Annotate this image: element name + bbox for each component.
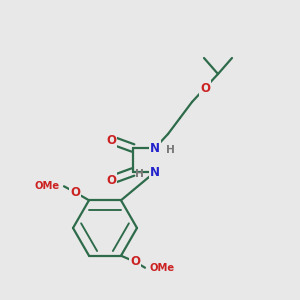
Text: O: O <box>106 134 116 146</box>
Text: OMe: OMe <box>149 263 174 273</box>
Text: O: O <box>130 255 140 268</box>
Text: H: H <box>135 169 144 179</box>
Text: H: H <box>166 145 175 155</box>
Text: N: N <box>150 166 160 178</box>
Text: O: O <box>70 186 80 199</box>
Text: OMe: OMe <box>35 181 60 191</box>
Text: O: O <box>106 173 116 187</box>
Text: N: N <box>150 142 160 154</box>
Text: O: O <box>200 82 210 94</box>
